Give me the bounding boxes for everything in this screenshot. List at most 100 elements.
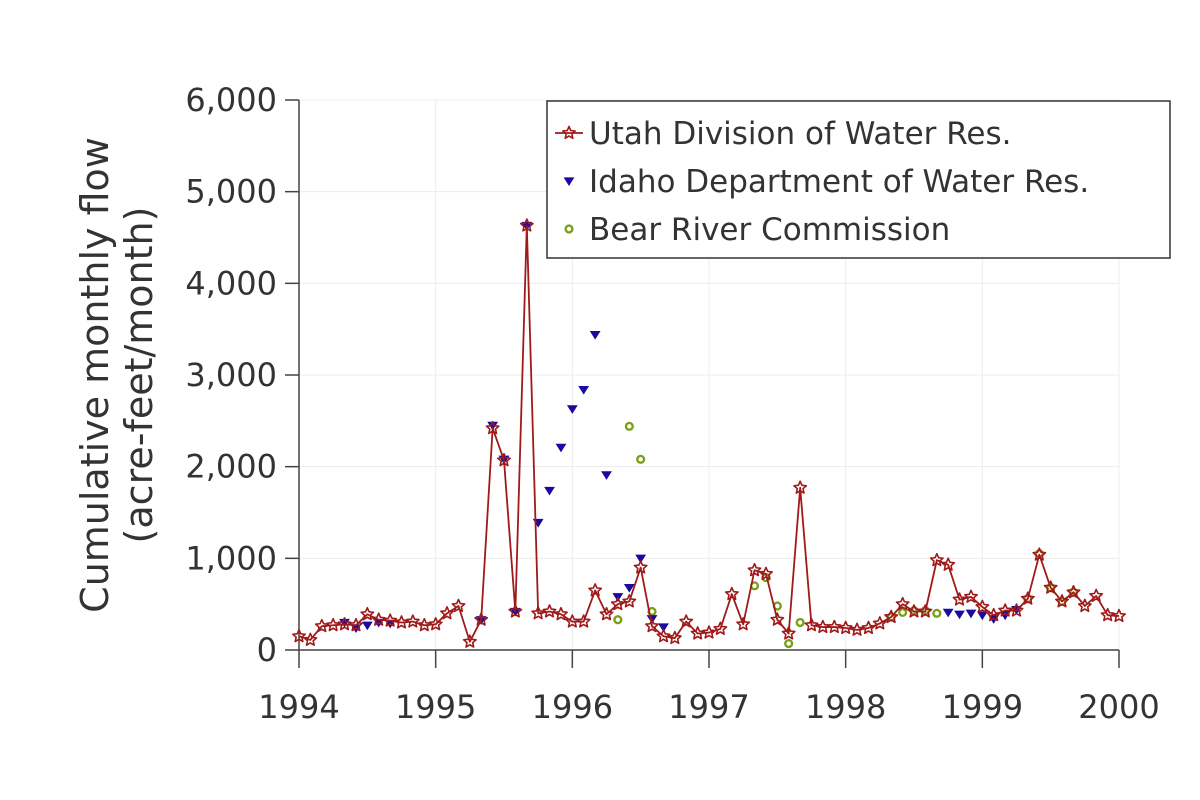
data-point [724, 586, 739, 601]
data-point [326, 617, 341, 632]
data-point [337, 617, 352, 631]
data-point [1066, 584, 1081, 599]
data-point [531, 606, 546, 620]
data-point [918, 604, 933, 618]
data-point [451, 598, 466, 613]
series-star [292, 218, 1126, 648]
data-point [645, 618, 659, 633]
data-point [622, 594, 637, 608]
legend-marker-star [562, 125, 576, 140]
data-point [965, 609, 977, 619]
data-point [827, 619, 842, 634]
data-point [508, 604, 523, 618]
data-point [895, 596, 910, 611]
x-tick-label: 1996 [532, 688, 613, 726]
data-point [898, 607, 908, 618]
series-line [298, 224, 1120, 643]
x-tick-label: 1995 [395, 688, 476, 726]
data-point [303, 632, 318, 646]
legend: Utah Division of Water Res. Idaho Departm… [546, 100, 1171, 259]
data-point [1055, 594, 1069, 608]
data-point [292, 628, 306, 643]
data-point [578, 386, 590, 395]
axes: 0 1,000 2,000 3,000 4,000 5,000 6,000 1994 1995 1… [185, 81, 1159, 726]
data-point [599, 606, 614, 621]
x-tick-label: 1999 [942, 688, 1023, 726]
data-point [474, 612, 489, 626]
data-point [736, 617, 751, 631]
data-point [610, 596, 625, 611]
data-point [544, 486, 555, 496]
data-point [542, 604, 557, 618]
data-point [462, 634, 477, 648]
legend-label: Utah Division of Water Res. [589, 116, 1011, 152]
data-point [360, 606, 375, 621]
y-tick-label: 4,000 [185, 264, 277, 302]
data-point [1077, 598, 1092, 613]
data-point [795, 617, 805, 628]
data-point [1020, 591, 1035, 605]
data-point [566, 405, 578, 414]
y-axis-title-line: Cumulative monthly flow [73, 137, 117, 613]
data-point [838, 620, 853, 635]
data-point [942, 608, 954, 618]
data-point [770, 612, 785, 626]
x-tick-label: 2000 [1078, 688, 1159, 726]
data-point [658, 623, 669, 633]
data-point [624, 421, 634, 431]
data-point [932, 608, 942, 618]
legend-label: Bear River Commission [589, 212, 950, 248]
data-point [633, 560, 648, 574]
data-point [941, 557, 956, 571]
y-tick-label: 1,000 [185, 539, 277, 577]
data-point [623, 584, 635, 593]
data-point [976, 611, 988, 621]
data-point [784, 638, 794, 649]
data-point [361, 621, 373, 631]
legend-marker-circle [564, 224, 574, 234]
data-point [576, 614, 591, 628]
x-tick-label: 1998 [805, 688, 886, 726]
data-point [804, 617, 819, 632]
data-point [690, 626, 705, 640]
data-point [440, 606, 454, 620]
data-point [394, 615, 409, 629]
y-axis-title-group: Cumulative monthly flow (acre-feet/month) [73, 137, 161, 613]
data-point [519, 218, 534, 232]
data-point [954, 610, 965, 620]
data-point [964, 589, 978, 603]
x-tick-label: 1997 [668, 688, 749, 726]
y-tick-label: 5,000 [185, 173, 277, 211]
series-triangle-down [339, 221, 1022, 633]
data-point [952, 592, 967, 606]
data-point [713, 621, 728, 635]
data-point [428, 617, 443, 631]
data-point [656, 628, 671, 643]
y-tick-label: 6,000 [185, 81, 277, 119]
data-point [601, 471, 612, 480]
legend-box [546, 100, 1171, 259]
data-point [349, 617, 363, 632]
data-point [1032, 547, 1047, 561]
data-point [1009, 603, 1024, 617]
x-tick-label: 1994 [258, 688, 339, 726]
data-point [636, 454, 646, 464]
data-point [554, 606, 568, 621]
data-point [405, 614, 420, 628]
data-point [702, 625, 716, 639]
data-point [635, 554, 647, 564]
y-tick-label: 3,000 [185, 356, 277, 394]
y-tick-label: 0 [257, 631, 277, 669]
data-point [975, 599, 990, 613]
data-point [679, 614, 694, 628]
legend-label: Idaho Department of Water Res. [589, 164, 1089, 200]
legend-marker-triangle-down [563, 177, 575, 186]
data-point [861, 620, 876, 635]
plot-area [292, 218, 1126, 649]
data-point [485, 420, 500, 435]
data-point [747, 562, 762, 577]
data-point [371, 612, 386, 626]
data-point [850, 622, 864, 636]
data-point [929, 552, 944, 567]
